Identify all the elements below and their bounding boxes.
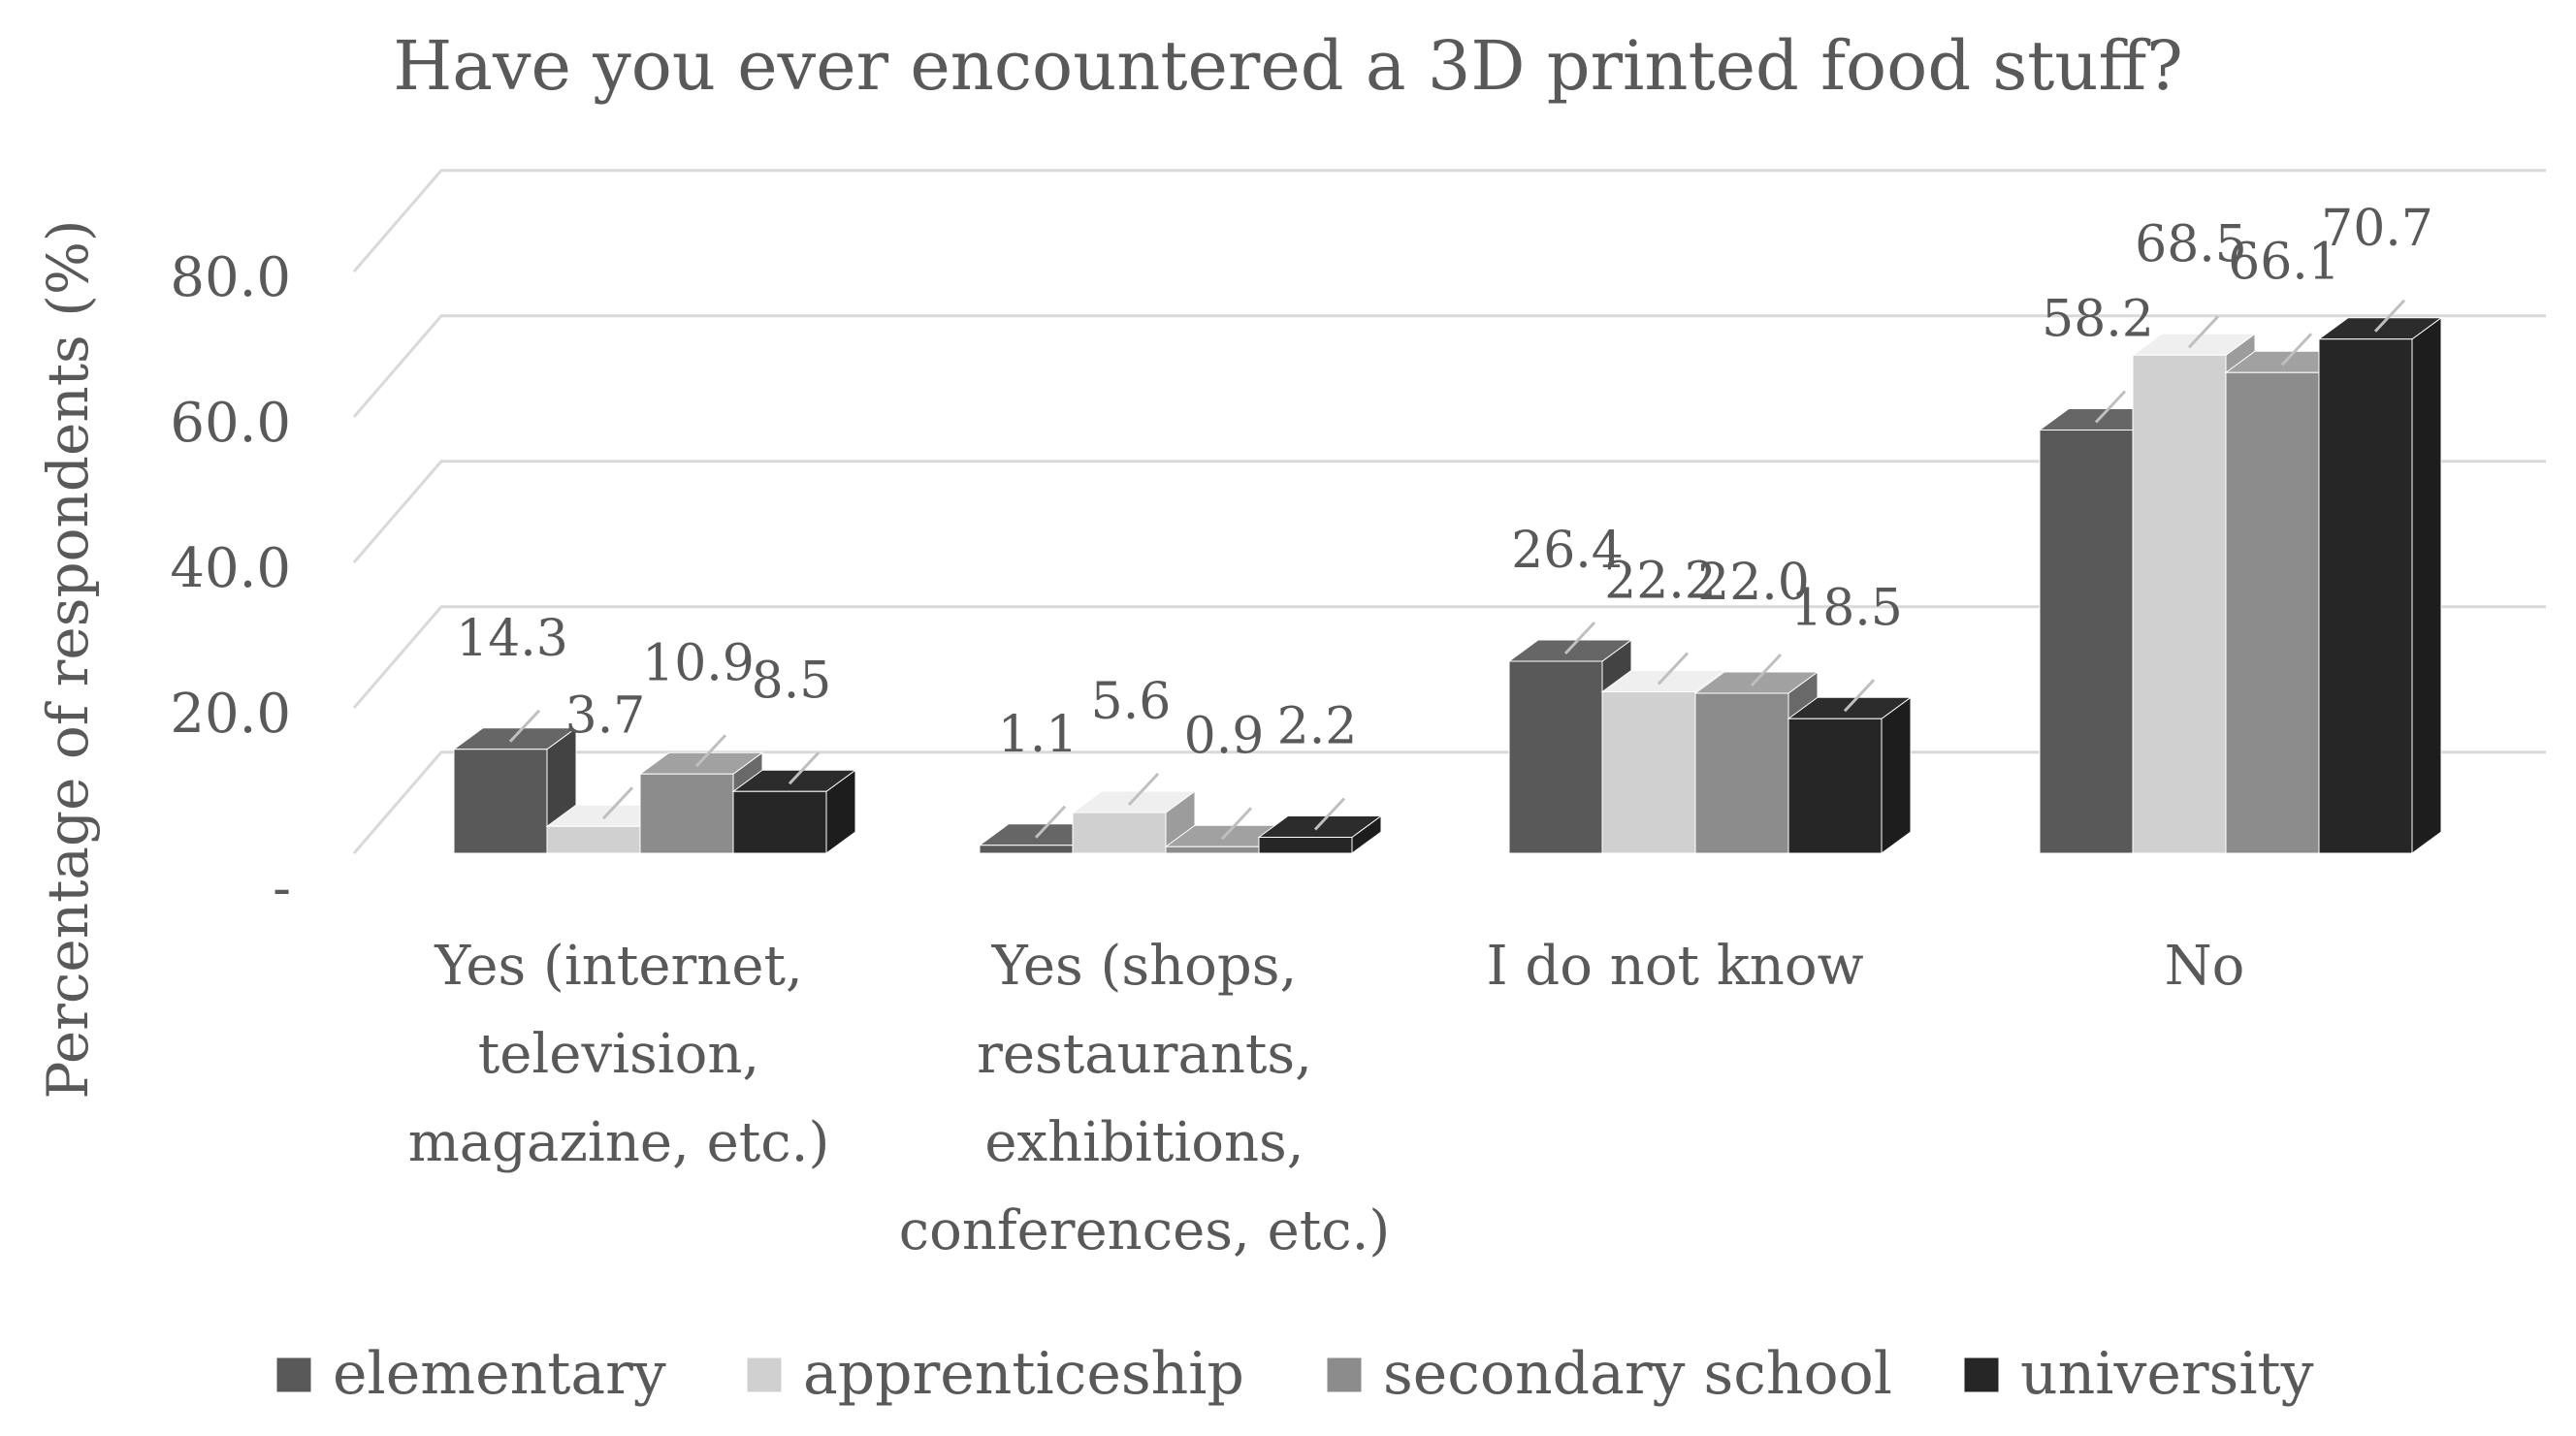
data-label-leader: [694, 734, 727, 768]
bar: [1258, 837, 1353, 854]
data-label: 22.2: [1604, 553, 1717, 611]
legend-label: apprenticeship: [803, 1340, 1244, 1408]
x-tick-label-line: Yes (shops,: [991, 935, 1298, 998]
legend-swatch: [1326, 1356, 1363, 1393]
bar: [1694, 692, 1789, 854]
y-tick-label: 80.0: [170, 246, 291, 309]
data-label: 22.0: [1697, 554, 1810, 612]
data-label: 0.9: [1184, 707, 1265, 765]
x-tick-label: Yes (internet, television, magazine, etc.): [408, 935, 830, 1174]
legend-swatch: [746, 1356, 783, 1393]
data-label: 70.7: [2321, 200, 2433, 258]
x-tick-label-line: conferences, etc.): [899, 1199, 1391, 1262]
data-label-leader: [1313, 797, 1346, 831]
data-label-leader: [2280, 333, 2313, 367]
data-label-leader: [1657, 652, 1690, 686]
data-label-leader: [1750, 653, 1783, 687]
data-label: 2.2: [1277, 698, 1358, 756]
legend-swatch: [1963, 1356, 2000, 1393]
bar: [639, 773, 734, 854]
bar: [2318, 338, 2413, 854]
data-labels: 14.3 3.710.98.5 1.15.60.9 2.2 26.422.222.018…: [456, 200, 2433, 841]
bar: [732, 790, 827, 854]
data-label-leader: [2187, 315, 2220, 349]
y-tick-label: 40.0: [170, 537, 291, 600]
bar: [2132, 354, 2227, 854]
data-label: 14.3: [456, 610, 568, 668]
bar: [1787, 718, 1883, 854]
data-label-leader: [1127, 772, 1160, 807]
x-tick-label: I do not know: [1486, 935, 1863, 998]
y-tick-label: -: [273, 857, 291, 920]
data-label-leader: [1843, 679, 1876, 713]
data-label: 5.6: [1091, 673, 1172, 731]
legend-swatch: [275, 1356, 312, 1393]
bar: [979, 845, 1074, 854]
legend-label: elementary: [333, 1340, 666, 1408]
data-label: 68.5: [2135, 215, 2247, 273]
data-label: 66.1: [2228, 233, 2340, 291]
x-tick-label-line: television,: [478, 1023, 759, 1086]
bar: [1072, 812, 1167, 854]
data-label-leader: [601, 786, 634, 820]
data-label: 8.5: [752, 652, 832, 710]
data-label: 1.1: [998, 706, 1079, 764]
y-tick-label: 20.0: [170, 683, 291, 746]
data-label-leader: [2094, 390, 2127, 424]
data-label: 10.9: [642, 634, 755, 692]
bar: [2039, 430, 2134, 854]
data-label: 26.4: [1511, 522, 1624, 580]
bar-side: [2411, 316, 2442, 854]
data-label-leader: [1563, 621, 1596, 655]
legend-label: secondary school: [1383, 1340, 1892, 1408]
gridline: [352, 460, 2546, 563]
x-tick-labels: Yes (internet, television, magazine, etc.)…: [408, 935, 2245, 1262]
data-label-leader: [508, 709, 541, 743]
gridline: [352, 314, 2546, 418]
data-label-leader: [2373, 299, 2406, 333]
data-label-leader: [788, 751, 821, 785]
x-tick-label-line: exhibitions,: [984, 1111, 1304, 1174]
bar: [2225, 371, 2320, 854]
x-tick-label-line: No: [2165, 935, 2245, 998]
data-label: 3.7: [565, 686, 646, 745]
legend: elementary apprenticeship secondary school…: [275, 1340, 2314, 1408]
bar: [1601, 691, 1696, 854]
bar: [1508, 660, 1603, 854]
x-tick-label: No: [2165, 935, 2245, 998]
bar: [453, 749, 548, 854]
gridlines: - 20.0 40.0 60.0 80.0: [170, 169, 2546, 920]
data-label: 18.5: [1790, 579, 1903, 637]
bar: [546, 825, 641, 854]
data-label-leader: [1220, 807, 1253, 841]
bar-side: [1881, 696, 1912, 854]
x-tick-label-line: magazine, etc.): [408, 1111, 830, 1174]
x-tick-label-line: I do not know: [1486, 935, 1863, 998]
data-label-leader: [1034, 805, 1067, 839]
data-label: 58.2: [2042, 291, 2154, 349]
bars: [452, 316, 2443, 854]
bar: [1165, 846, 1260, 854]
legend-label: university: [2020, 1340, 2314, 1408]
x-tick-label: Yes (shops, restaurants, exhibitions, confe…: [899, 935, 1391, 1262]
gridline: [352, 169, 2546, 272]
y-axis-label: Percentage of respondents (%): [35, 219, 101, 1099]
gridline: [352, 605, 2546, 709]
chart-title: Have you ever encountered a 3D printed f…: [393, 26, 2183, 106]
x-tick-label-line: Yes (internet,: [434, 935, 803, 998]
x-tick-label-line: restaurants,: [977, 1023, 1312, 1086]
y-tick-label: 60.0: [170, 392, 291, 455]
